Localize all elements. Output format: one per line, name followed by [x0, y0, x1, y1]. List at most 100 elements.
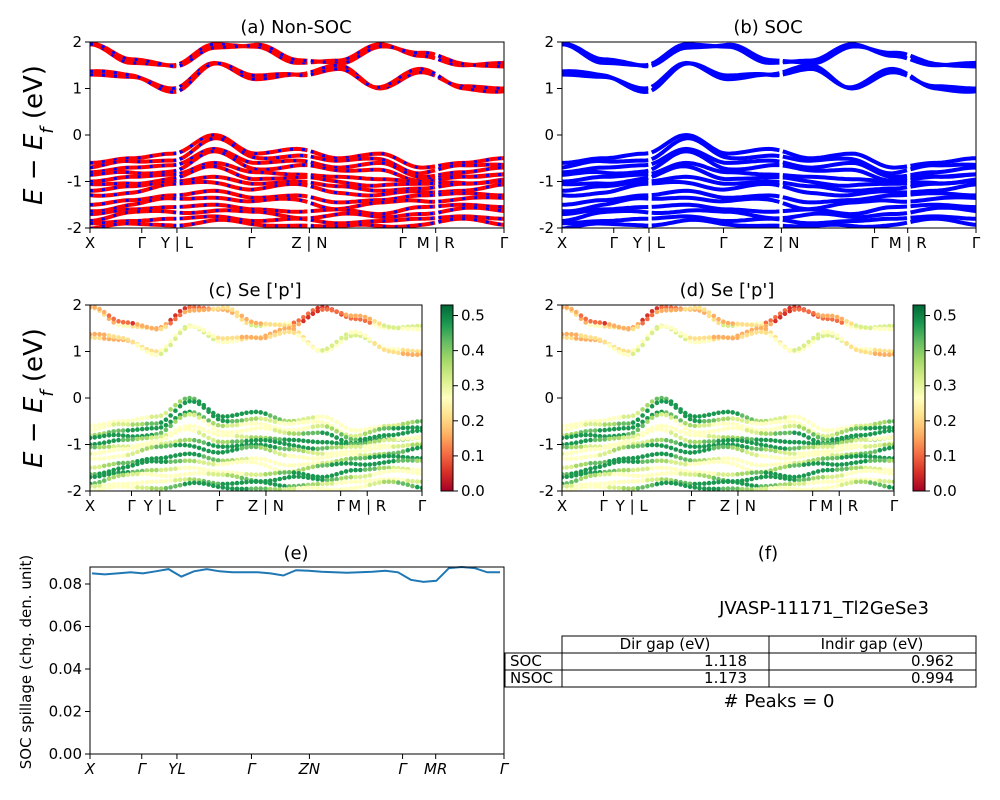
projected-point	[415, 428, 420, 434]
projected-point	[825, 332, 830, 338]
projected-point	[801, 432, 807, 438]
projected-point	[782, 345, 788, 351]
projected-point	[211, 421, 216, 426]
projected-point	[125, 460, 131, 466]
projected-point	[339, 476, 344, 481]
projected-point	[367, 455, 373, 460]
projected-point	[611, 480, 617, 485]
projected-point	[97, 306, 102, 312]
projected-point	[405, 326, 411, 332]
projected-point	[796, 445, 802, 451]
projected-point	[149, 479, 154, 485]
projected-point	[687, 458, 693, 463]
projected-point	[282, 452, 287, 458]
projected-point	[201, 415, 207, 420]
projected-point	[659, 451, 664, 457]
projected-point	[588, 432, 593, 438]
projected-point	[234, 335, 240, 340]
projected-point	[282, 437, 287, 443]
projected-point	[706, 412, 712, 418]
projected-point	[177, 403, 183, 409]
band-line-soc	[910, 191, 976, 198]
ytick-label: 0	[544, 389, 554, 407]
projected-point	[882, 435, 887, 441]
projected-point	[588, 466, 593, 472]
projected-point	[258, 336, 264, 341]
projected-point	[158, 459, 164, 465]
projected-point	[419, 428, 422, 433]
projected-point	[607, 427, 612, 432]
projected-point	[106, 485, 112, 490]
projected-point	[787, 308, 792, 314]
projected-point	[678, 418, 683, 423]
projected-point	[111, 320, 116, 325]
projected-point	[640, 342, 645, 348]
projected-point	[301, 448, 306, 454]
projected-point	[564, 427, 569, 432]
xtick-label: X	[85, 497, 95, 515]
projected-point	[310, 419, 316, 424]
projected-point	[263, 472, 268, 477]
projected-point	[396, 432, 401, 437]
projected-point	[187, 423, 192, 429]
projected-point	[562, 305, 565, 310]
projected-point	[206, 441, 211, 447]
projected-point	[830, 317, 835, 322]
projected-point	[668, 445, 674, 451]
projected-point	[806, 435, 811, 440]
projected-point	[739, 418, 745, 423]
projected-point	[626, 479, 631, 485]
projected-point	[253, 456, 259, 461]
projected-point	[839, 337, 845, 342]
projected-point	[301, 474, 306, 480]
projected-point	[578, 433, 584, 438]
projected-point	[730, 410, 735, 415]
projected-point	[263, 480, 268, 485]
projected-point	[754, 430, 759, 436]
projected-point	[872, 481, 878, 486]
projected-point	[683, 421, 688, 426]
projected-point	[583, 467, 588, 473]
projected-point	[272, 419, 278, 425]
projected-point	[801, 445, 807, 450]
projected-point	[258, 425, 264, 431]
projected-point	[220, 418, 226, 424]
projected-point	[177, 399, 183, 404]
projected-point	[782, 308, 788, 313]
projected-point	[711, 334, 717, 340]
projected-point	[405, 420, 411, 426]
projected-point	[220, 444, 226, 450]
projected-point	[329, 481, 335, 486]
projected-point	[296, 454, 302, 460]
projected-point	[573, 486, 579, 491]
projected-point	[343, 475, 349, 480]
projected-point	[196, 452, 202, 458]
projected-point	[616, 459, 622, 465]
projected-point	[391, 458, 396, 464]
projected-point	[329, 487, 335, 491]
projected-point	[611, 436, 617, 441]
projected-point	[301, 426, 306, 432]
projected-point	[149, 435, 154, 440]
projected-point	[97, 450, 102, 456]
xtick-label: Γ	[719, 234, 728, 252]
projected-point	[877, 420, 883, 426]
projected-point	[773, 419, 778, 425]
projected-point	[163, 324, 169, 330]
band-line-nonsoc-dash	[310, 216, 436, 225]
projected-point	[725, 486, 731, 491]
projected-point	[768, 454, 773, 460]
band-line-nonsoc-dash	[310, 44, 436, 65]
projected-point	[187, 437, 192, 443]
band-line-soc	[782, 192, 908, 205]
projected-point	[305, 475, 311, 481]
projected-point	[196, 471, 202, 476]
panel-e-yticks: 0.000.020.040.060.08	[49, 575, 90, 763]
projected-point	[263, 422, 268, 428]
projected-point	[659, 465, 664, 471]
projected-point	[177, 312, 183, 318]
projected-point	[234, 412, 240, 418]
projected-point	[277, 331, 283, 336]
projected-point	[116, 437, 121, 443]
projected-point	[315, 439, 321, 445]
